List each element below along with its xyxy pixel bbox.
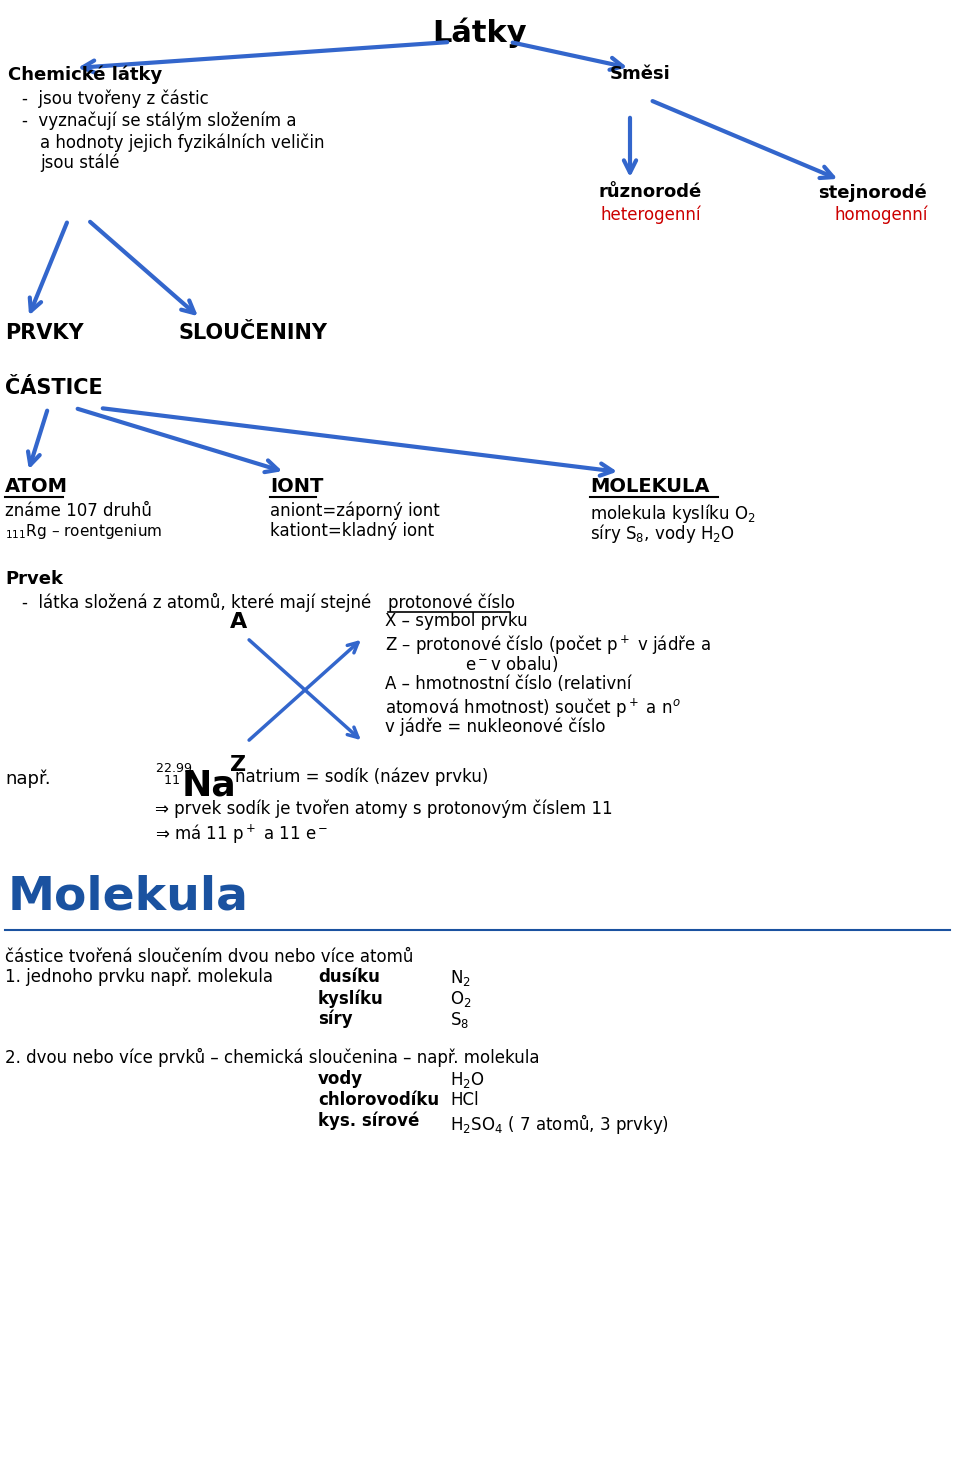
Text: a hodnoty jejich fyzikálních veličin: a hodnoty jejich fyzikálních veličin [40,133,324,151]
Text: v jádře = nukleonové číslo: v jádře = nukleonové číslo [385,716,606,736]
Text: Chemické látky: Chemické látky [8,65,162,83]
Text: Z: Z [230,755,246,776]
Text: ATOM: ATOM [5,478,68,495]
Text: Na: Na [182,768,237,802]
Text: 1. jednoho prvku např. molekula: 1. jednoho prvku např. molekula [5,968,273,986]
Text: IONT: IONT [270,478,324,495]
Text: ⇒ má 11 p$^+$ a 11 e$^-$: ⇒ má 11 p$^+$ a 11 e$^-$ [155,822,328,845]
Text: A – hmotnostní číslo (relativní: A – hmotnostní číslo (relativní [385,675,632,693]
Text: částice tvořená sloučením dvou nebo více atomů: částice tvořená sloučením dvou nebo více… [5,948,414,965]
Text: molekula kyslíku O$_2$: molekula kyslíku O$_2$ [590,503,756,525]
Text: jsou stálé: jsou stálé [40,153,119,172]
Text: N$_2$: N$_2$ [450,968,470,988]
Text: atomová hmotnost) součet p$^+$ a n$^o$: atomová hmotnost) součet p$^+$ a n$^o$ [385,696,681,719]
Text: vody: vody [318,1071,363,1089]
Text: O$_2$: O$_2$ [450,989,471,1008]
Text: HCl: HCl [450,1091,479,1109]
Text: Z – protonové číslo (počet p$^+$ v jádře a: Z – protonové číslo (počet p$^+$ v jádře… [385,633,710,655]
Text: S$_8$: S$_8$ [450,1010,469,1031]
Text: kyslíku: kyslíku [318,989,384,1007]
Text: natrium = sodík (název prvku): natrium = sodík (název prvku) [235,768,489,786]
Text: např.: např. [5,770,51,789]
Text: protonové číslo: protonové číslo [388,593,515,611]
Text: Molekula: Molekula [8,875,249,919]
Text: dusíku: dusíku [318,968,380,986]
Text: Prvek: Prvek [5,569,63,587]
Text: H$_2$O: H$_2$O [450,1071,485,1090]
Text: -  látka složená z atomů, které mají stejné: - látka složená z atomů, které mají stej… [22,593,376,612]
Text: $_{111}$Rg – roentgenium: $_{111}$Rg – roentgenium [5,522,162,541]
Text: H$_2$SO$_4$ ( 7 atomů, 3 prvky): H$_2$SO$_4$ ( 7 atomů, 3 prvky) [450,1112,669,1136]
Text: -  vyznačují se stálým složením a: - vyznačují se stálým složením a [22,113,297,131]
Text: síry: síry [318,1010,352,1029]
Text: $^{22.99}_{\ \ 11}$: $^{22.99}_{\ \ 11}$ [155,762,192,787]
Text: 2. dvou nebo více prvků – chemická sloučenina – např. molekula: 2. dvou nebo více prvků – chemická slouč… [5,1048,540,1068]
Text: A: A [230,612,248,632]
Text: e$^-$v obalu): e$^-$v obalu) [465,654,559,673]
Text: heterogenní: heterogenní [600,205,701,224]
Text: kationt=kladný iont: kationt=kladný iont [270,522,434,540]
Text: X – symbol prvku: X – symbol prvku [385,612,528,630]
Text: PRVKY: PRVKY [5,323,84,343]
Text: ⇒ prvek sodík je tvořen atomy s protonovým číslem 11: ⇒ prvek sodík je tvořen atomy s protonov… [155,799,612,819]
Text: MOLEKULA: MOLEKULA [590,478,709,495]
Text: SLOUČENINY: SLOUČENINY [178,323,327,343]
Text: Směsi: Směsi [610,65,671,83]
Text: známe 107 druhů: známe 107 druhů [5,503,152,521]
Text: homogenní: homogenní [835,205,928,224]
Text: stejnorodé: stejnorodé [818,182,926,202]
Text: aniont=záporný iont: aniont=záporný iont [270,503,440,521]
Text: chlorovodíku: chlorovodíku [318,1091,439,1109]
Text: Látky: Látky [433,18,527,49]
Text: různorodé: různorodé [598,182,701,202]
Text: -  jsou tvořeny z částic: - jsou tvořeny z částic [22,90,208,108]
Text: síry S$_8$, vody H$_2$O: síry S$_8$, vody H$_2$O [590,522,734,544]
Text: ČÁSTICE: ČÁSTICE [5,378,103,397]
Text: kys. sírové: kys. sírové [318,1112,420,1130]
